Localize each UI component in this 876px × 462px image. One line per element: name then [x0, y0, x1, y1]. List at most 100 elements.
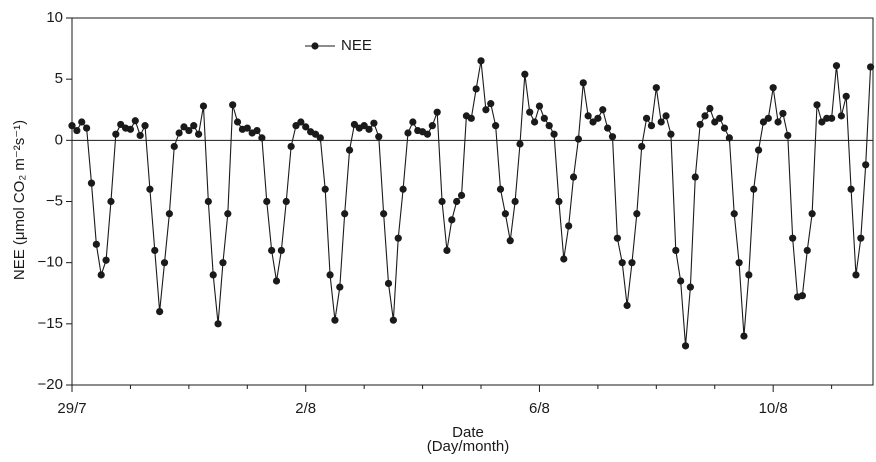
- data-point: [565, 222, 573, 230]
- data-point: [750, 185, 758, 193]
- y-tick-label: −20: [38, 376, 63, 393]
- data-point: [448, 216, 456, 224]
- data-point: [832, 62, 841, 70]
- data-point: [365, 125, 373, 133]
- data-point: [384, 279, 393, 288]
- data-point: [628, 259, 636, 267]
- data-point: [866, 63, 875, 71]
- data-point: [253, 126, 261, 135]
- data-point: [545, 122, 553, 130]
- data-point: [560, 255, 568, 263]
- data-point: [370, 119, 378, 127]
- data-point: [842, 92, 850, 100]
- data-point: [131, 117, 139, 125]
- data-point: [681, 342, 690, 350]
- data-point: [219, 259, 227, 267]
- y-tick-label: −5: [46, 192, 63, 209]
- data-point: [146, 185, 154, 193]
- data-point: [341, 210, 349, 218]
- data-point: [837, 112, 845, 120]
- data-point: [160, 259, 169, 267]
- data-point: [730, 210, 738, 218]
- data-point: [156, 308, 164, 316]
- data-point: [803, 246, 811, 255]
- data-point: [97, 271, 105, 279]
- data-point: [594, 114, 602, 122]
- data-point: [409, 118, 417, 126]
- data-point: [141, 122, 149, 130]
- data-point: [467, 114, 475, 122]
- data-point: [647, 122, 656, 130]
- data-point: [477, 57, 485, 65]
- data-point: [380, 210, 388, 218]
- data-point: [331, 316, 339, 324]
- x-tick-label: 6/8: [529, 400, 550, 417]
- data-point: [696, 120, 704, 129]
- data-point: [399, 185, 407, 193]
- data-point: [808, 210, 816, 218]
- data-point: [443, 246, 451, 255]
- data-point: [813, 101, 821, 109]
- data-point: [472, 85, 480, 93]
- data-point: [501, 210, 509, 218]
- y-tick-label: 10: [46, 9, 63, 26]
- data-point: [652, 84, 660, 92]
- data-point: [175, 129, 183, 137]
- data-point: [482, 106, 490, 114]
- x-axis-label: Date: [452, 424, 484, 441]
- data-point: [496, 185, 505, 193]
- data-point: [798, 292, 806, 300]
- data-point: [389, 316, 397, 324]
- data-point: [243, 124, 251, 132]
- data-point: [774, 118, 782, 126]
- data-point: [282, 197, 290, 206]
- legend-marker: [311, 42, 319, 50]
- data-point: [345, 146, 354, 154]
- data-point: [516, 140, 524, 148]
- series-line: [71, 60, 872, 346]
- data-point: [784, 131, 792, 140]
- data-point: [316, 134, 324, 142]
- data-point: [302, 123, 310, 131]
- data-point: [438, 197, 446, 206]
- data-point: [857, 234, 865, 242]
- data-point: [195, 130, 203, 138]
- data-point: [126, 125, 135, 133]
- data-point: [404, 129, 412, 137]
- data-point: [83, 124, 91, 132]
- y-tick-label: −10: [38, 254, 63, 271]
- data-point: [268, 246, 276, 255]
- data-point: [740, 332, 748, 340]
- data-point: [73, 126, 81, 135]
- data-point: [321, 185, 329, 193]
- data-point: [720, 124, 729, 132]
- data-point: [336, 283, 344, 291]
- data-point: [457, 191, 466, 199]
- data-point: [706, 104, 714, 113]
- data-point: [165, 210, 173, 218]
- data-point: [258, 134, 266, 142]
- data-point: [701, 112, 709, 120]
- data-point: [608, 133, 617, 141]
- data-point: [204, 197, 212, 206]
- data-point: [428, 122, 436, 130]
- data-point: [297, 118, 305, 126]
- data-point: [214, 320, 222, 328]
- data-point: [170, 142, 178, 151]
- data-point: [540, 114, 548, 122]
- data-point: [530, 118, 539, 126]
- data-point: [136, 131, 144, 140]
- data-point: [151, 246, 159, 255]
- data-point: [233, 118, 242, 126]
- data-point: [599, 106, 607, 114]
- data-point: [92, 240, 100, 248]
- data-point: [526, 108, 534, 116]
- data-point: [453, 197, 461, 206]
- data-point: [209, 271, 217, 279]
- data-point: [375, 133, 383, 141]
- data-point: [326, 271, 334, 279]
- data-point: [535, 102, 544, 110]
- x-axis-sublabel: (Day/month): [427, 438, 510, 455]
- data-point: [555, 197, 563, 206]
